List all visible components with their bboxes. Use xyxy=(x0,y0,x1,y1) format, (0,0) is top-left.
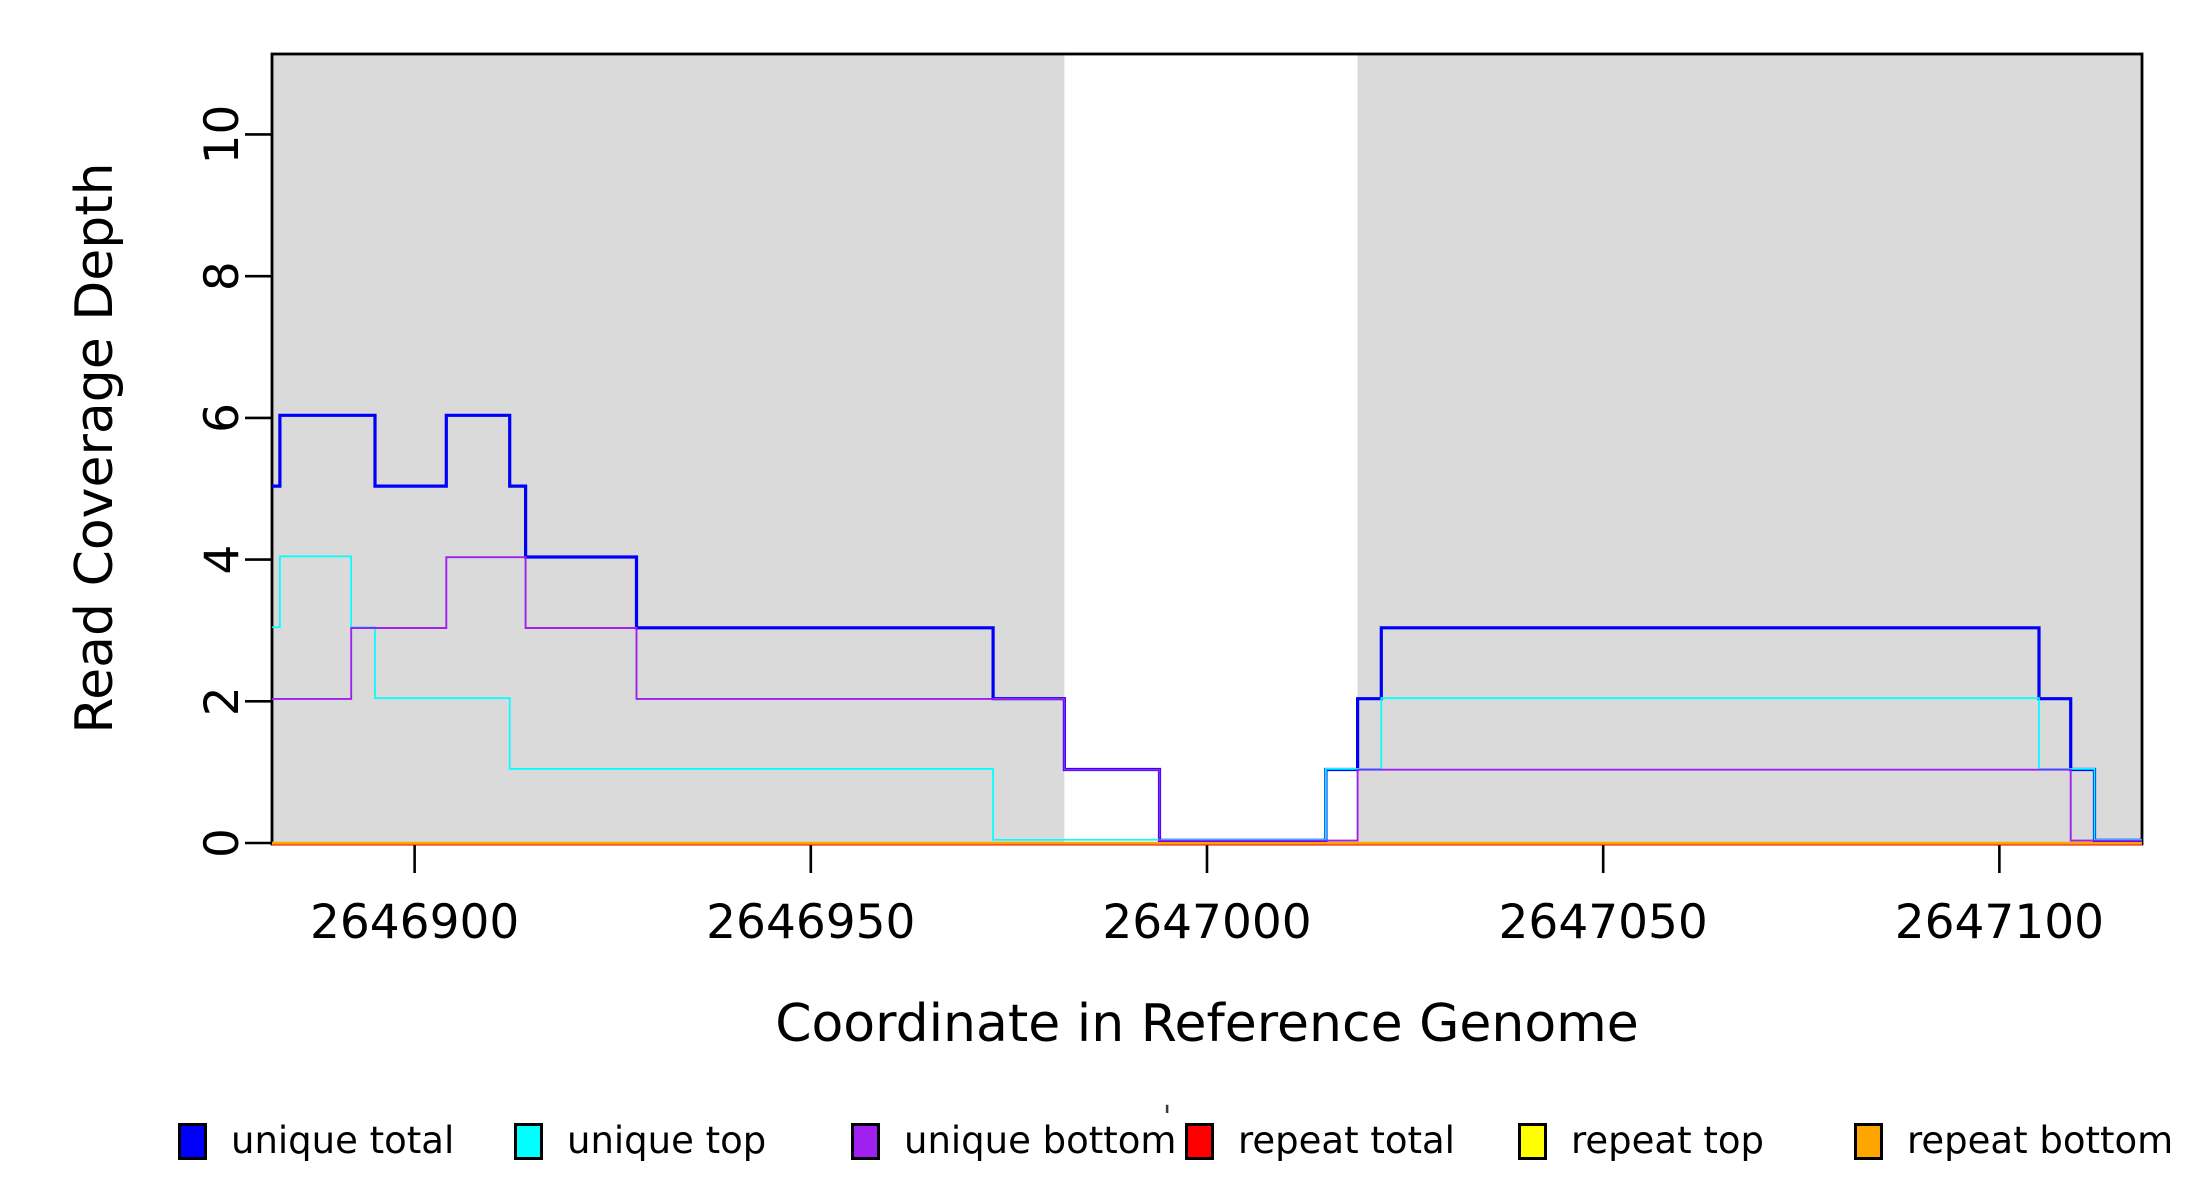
shaded-region-1 xyxy=(272,54,1065,843)
y-tick-label: 8 xyxy=(195,261,250,291)
legend-label: repeat bottom xyxy=(1907,1119,2174,1162)
series-line-unique-bottom xyxy=(272,556,2142,842)
y-tick-label: 0 xyxy=(195,828,250,858)
x-tick-label: 2647100 xyxy=(1895,895,2104,950)
legend-item-unique-bottom: unique bottom xyxy=(851,1120,1176,1162)
legend-swatch-repeat-top xyxy=(1518,1122,1547,1160)
legend-item-unique-top: unique top xyxy=(514,1120,766,1162)
legend-stray-mark: ' xyxy=(1163,1100,1172,1135)
x-tick-label: 2647050 xyxy=(1499,895,1708,950)
legend-swatch-unique-bottom xyxy=(851,1122,880,1160)
x-axis-title: Coordinate in Reference Genome xyxy=(775,994,1639,1054)
legend-item-repeat-bottom: repeat bottom xyxy=(1854,1120,2173,1162)
y-tick-label: 2 xyxy=(195,686,250,716)
legend-label: unique bottom xyxy=(904,1119,1177,1162)
y-tick-label: 10 xyxy=(195,105,250,165)
legend-label: repeat top xyxy=(1571,1119,1764,1162)
legend-label: unique top xyxy=(567,1119,767,1162)
legend-item-repeat-top: repeat top xyxy=(1518,1120,1764,1162)
legend-label: repeat total xyxy=(1238,1119,1455,1162)
legend-item-unique-total: unique total xyxy=(178,1120,454,1162)
shaded-region-2 xyxy=(1357,54,2142,843)
legend-swatch-repeat-bottom xyxy=(1854,1122,1883,1160)
y-axis-title: Read Coverage Depth xyxy=(65,162,125,734)
x-tick-label: 2647000 xyxy=(1102,895,1311,950)
legend-swatch-unique-top xyxy=(514,1122,543,1160)
legend-item-repeat-total: repeat total xyxy=(1185,1120,1455,1162)
y-tick-label: 6 xyxy=(195,403,250,433)
series-line-unique-top xyxy=(272,555,2142,841)
legend-label: unique total xyxy=(231,1119,455,1162)
x-tick-label: 2646950 xyxy=(706,895,915,950)
x-tick-label: 2646900 xyxy=(310,895,519,950)
legend-swatch-unique-total xyxy=(178,1122,207,1160)
legend-swatch-repeat-total xyxy=(1185,1122,1214,1160)
y-tick-label: 4 xyxy=(195,545,250,575)
